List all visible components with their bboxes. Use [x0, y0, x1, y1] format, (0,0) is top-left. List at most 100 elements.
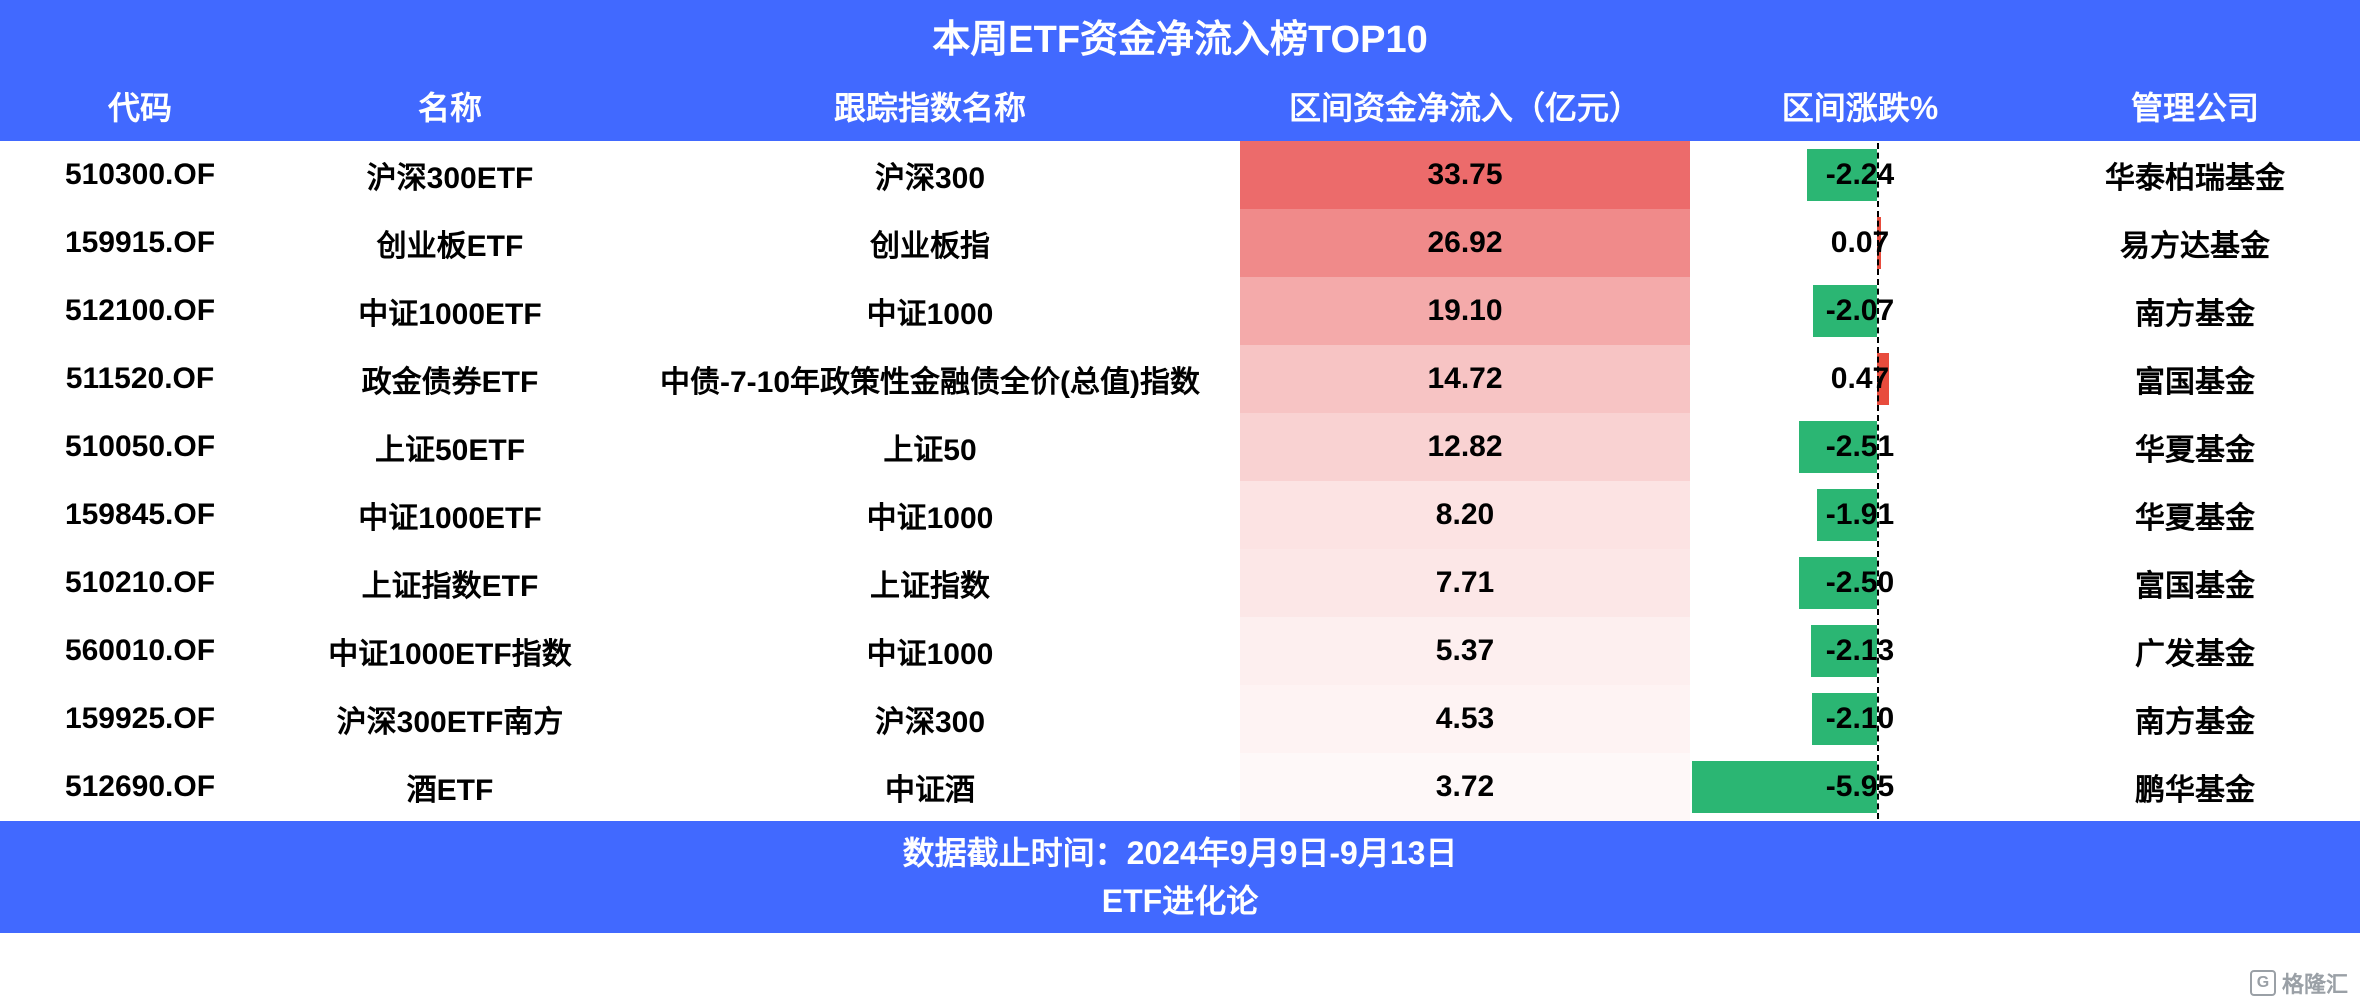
- cell-index: 沪深300: [620, 685, 1240, 753]
- cell-name: 沪深300ETF: [280, 141, 620, 209]
- inflow-value: 4.53: [1436, 702, 1494, 736]
- cell-name: 上证50ETF: [280, 413, 620, 481]
- col-header-inflow: 区间资金净流入（亿元）: [1240, 71, 1690, 141]
- cell-name: 上证指数ETF: [280, 549, 620, 617]
- cell-change: -2.24: [1690, 141, 2030, 209]
- table-row: 159845.OF中证1000ETF中证1000 8.20 -1.91 华夏基金: [0, 481, 2360, 549]
- cell-name: 中证1000ETF: [280, 277, 620, 345]
- watermark-text: 格隆汇: [2282, 967, 2348, 999]
- cell-inflow: 12.82: [1240, 413, 1690, 481]
- cell-mgr: 华泰柏瑞基金: [2030, 141, 2360, 209]
- cell-code: 510300.OF: [0, 141, 280, 209]
- table-row: 159925.OF沪深300ETF南方沪深3004.53-2.10南方基金: [0, 685, 2360, 753]
- change-value: 0.47: [1831, 362, 1889, 396]
- cell-name: 中证1000ETF指数: [280, 617, 620, 685]
- cell-inflow: 19.10: [1240, 277, 1690, 345]
- cell-change: 0.47: [1690, 345, 2030, 413]
- table-footer: 数据截止时间：2024年9月9日-9月13日 ETF进化论: [0, 821, 2360, 933]
- cell-code: 560010.OF: [0, 617, 280, 685]
- inflow-value: 12.82: [1427, 430, 1502, 464]
- cell-code: 510050.OF: [0, 413, 280, 481]
- inflow-value: 26.92: [1427, 226, 1502, 260]
- inflow-value: 19.10: [1427, 294, 1502, 328]
- etf-inflow-table: 本周ETF资金净流入榜TOP10 代码名称跟踪指数名称区间资金净流入（亿元）区间…: [0, 0, 2360, 933]
- inflow-value: 8.20: [1436, 498, 1494, 532]
- table-title: 本周ETF资金净流入榜TOP10: [0, 0, 2360, 71]
- cell-change: -2.51: [1690, 413, 2030, 481]
- col-header-index: 跟踪指数名称: [620, 71, 1240, 141]
- table-row: 560010.OF中证1000ETF指数中证1000 5.37 -2.13 广发基金: [0, 617, 2360, 685]
- col-header-code: 代码: [0, 71, 280, 141]
- cell-inflow: 3.72: [1240, 753, 1690, 821]
- cell-index: 创业板指: [620, 209, 1240, 277]
- table-row: 510050.OF上证50ETF上证5012.82-2.51华夏基金: [0, 413, 2360, 481]
- col-header-mgr: 管理公司: [2030, 71, 2360, 141]
- cell-inflow: 7.71: [1240, 549, 1690, 617]
- inflow-value: 7.71: [1436, 566, 1494, 600]
- cell-code: 511520.OF: [0, 345, 280, 413]
- cell-change: -2.07: [1690, 277, 2030, 345]
- table-row: 510300.OF沪深300ETF沪深300 33.75 -2.24 华泰柏瑞基金: [0, 141, 2360, 209]
- col-header-change: 区间涨跌%: [1690, 71, 2030, 141]
- cell-change: -1.91: [1690, 481, 2030, 549]
- cell-change: -2.10: [1690, 685, 2030, 753]
- watermark-icon: G: [2250, 970, 2276, 996]
- cell-code: 159915.OF: [0, 209, 280, 277]
- change-value: -2.13: [1826, 634, 1894, 668]
- inflow-value: 5.37: [1436, 634, 1494, 668]
- cell-name: 沪深300ETF南方: [280, 685, 620, 753]
- change-value: -2.50: [1826, 566, 1894, 600]
- cell-mgr: 富国基金: [2030, 549, 2360, 617]
- change-value: 0.07: [1831, 226, 1889, 260]
- cell-name: 创业板ETF: [280, 209, 620, 277]
- table-row: 511520.OF政金债券ETF中债-7-10年政策性金融债全价(总值)指数 14…: [0, 345, 2360, 413]
- cell-change: -5.95: [1690, 753, 2030, 821]
- cell-name: 酒ETF: [280, 753, 620, 821]
- change-value: -2.07: [1826, 294, 1894, 328]
- change-value: -2.24: [1826, 158, 1894, 192]
- cell-inflow: 14.72: [1240, 345, 1690, 413]
- cell-inflow: 26.92: [1240, 209, 1690, 277]
- cell-index: 中债-7-10年政策性金融债全价(总值)指数: [620, 345, 1240, 413]
- cell-mgr: 南方基金: [2030, 277, 2360, 345]
- cell-mgr: 华夏基金: [2030, 481, 2360, 549]
- table-header-row: 代码名称跟踪指数名称区间资金净流入（亿元）区间涨跌%管理公司: [0, 71, 2360, 141]
- cell-code: 159925.OF: [0, 685, 280, 753]
- cell-change: 0.07: [1690, 209, 2030, 277]
- cell-name: 中证1000ETF: [280, 481, 620, 549]
- cell-name: 政金债券ETF: [280, 345, 620, 413]
- inflow-value: 33.75: [1427, 158, 1502, 192]
- table-row: 159915.OF创业板ETF创业板指 26.92 0.07 易方达基金: [0, 209, 2360, 277]
- cell-code: 510210.OF: [0, 549, 280, 617]
- footer-source: ETF进化论: [0, 877, 2360, 925]
- cell-mgr: 广发基金: [2030, 617, 2360, 685]
- cell-code: 512100.OF: [0, 277, 280, 345]
- cell-change: -2.50: [1690, 549, 2030, 617]
- table-row: 512100.OF中证1000ETF中证1000 19.10 -2.07 南方基金: [0, 277, 2360, 345]
- inflow-value: 14.72: [1427, 362, 1502, 396]
- cell-index: 上证指数: [620, 549, 1240, 617]
- cell-mgr: 易方达基金: [2030, 209, 2360, 277]
- footer-date-range: 数据截止时间：2024年9月9日-9月13日: [0, 829, 2360, 877]
- inflow-value: 3.72: [1436, 770, 1494, 804]
- cell-mgr: 富国基金: [2030, 345, 2360, 413]
- cell-index: 中证1000: [620, 481, 1240, 549]
- cell-index: 中证1000: [620, 277, 1240, 345]
- cell-index: 中证1000: [620, 617, 1240, 685]
- cell-code: 159845.OF: [0, 481, 280, 549]
- change-value: -5.95: [1826, 770, 1894, 804]
- col-header-name: 名称: [280, 71, 620, 141]
- cell-inflow: 5.37: [1240, 617, 1690, 685]
- change-value: -2.51: [1826, 430, 1894, 464]
- change-value: -1.91: [1826, 498, 1894, 532]
- cell-code: 512690.OF: [0, 753, 280, 821]
- cell-inflow: 4.53: [1240, 685, 1690, 753]
- cell-inflow: 33.75: [1240, 141, 1690, 209]
- table-row: 510210.OF上证指数ETF上证指数 7.71 -2.50 富国基金: [0, 549, 2360, 617]
- cell-inflow: 8.20: [1240, 481, 1690, 549]
- cell-change: -2.13: [1690, 617, 2030, 685]
- table-row: 512690.OF酒ETF中证酒3.72-5.95鹏华基金: [0, 753, 2360, 821]
- cell-mgr: 华夏基金: [2030, 413, 2360, 481]
- cell-index: 中证酒: [620, 753, 1240, 821]
- cell-index: 沪深300: [620, 141, 1240, 209]
